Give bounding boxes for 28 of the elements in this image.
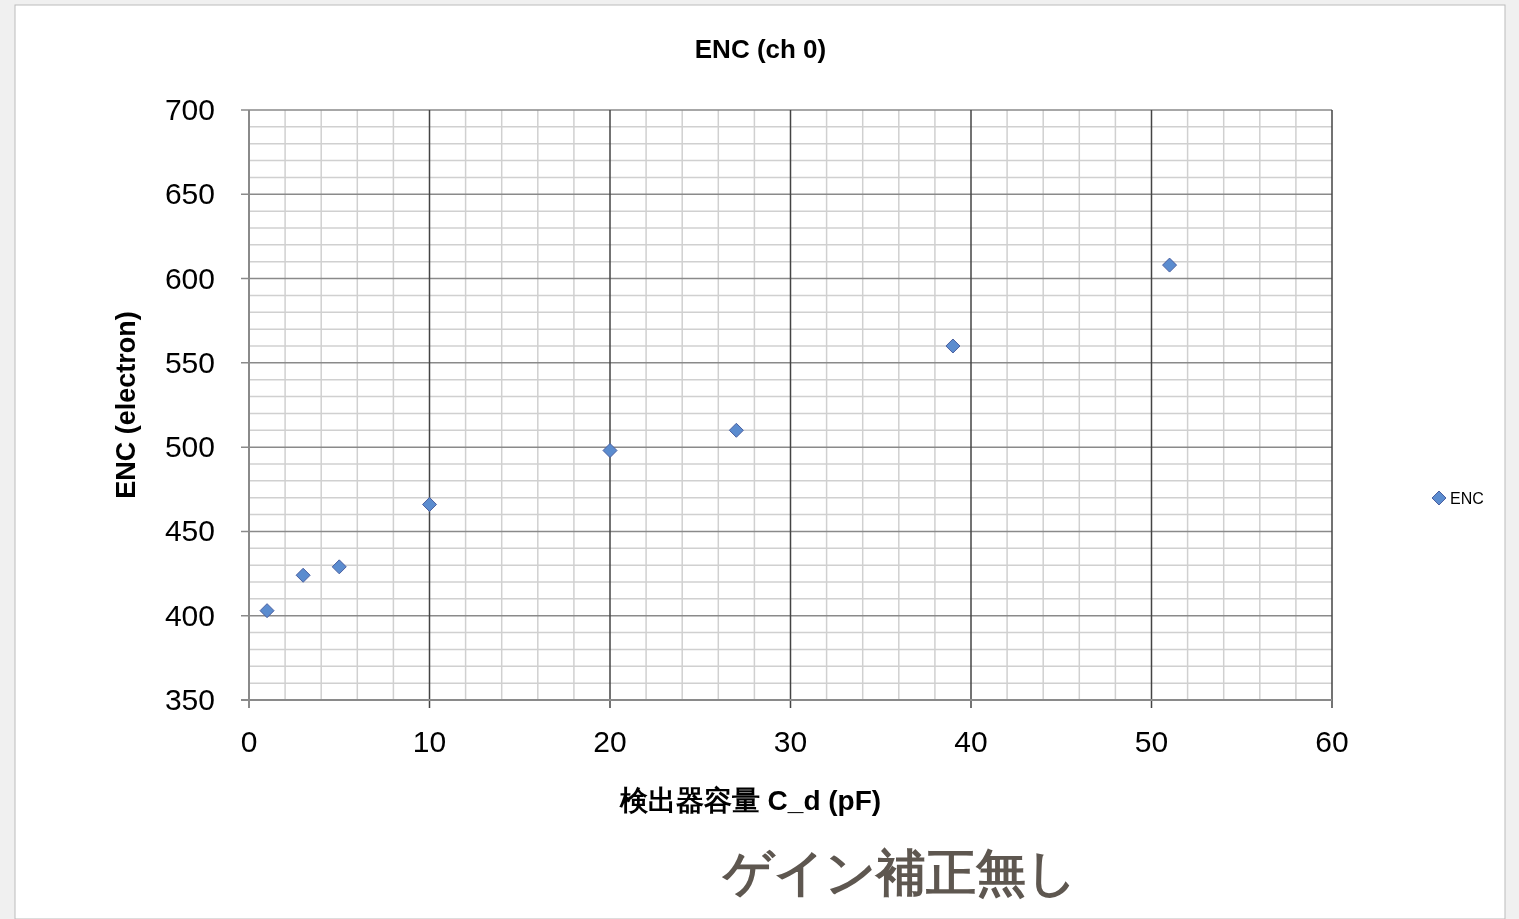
point	[422, 496, 437, 512]
x-tick-label: 30	[773, 725, 808, 758]
point	[331, 559, 347, 575]
x-tick-label: 10	[412, 725, 447, 758]
x-axis-title: 検出器容量 C_d (pF)	[618, 785, 882, 816]
point	[1162, 257, 1178, 273]
point	[295, 567, 311, 583]
point	[728, 422, 744, 438]
y-tick-label: 450	[164, 514, 215, 548]
point	[945, 338, 961, 354]
legend-label: ENC	[1450, 490, 1484, 507]
x-tick-label: 50	[1134, 725, 1169, 758]
point	[602, 443, 618, 459]
y-tick-label: 650	[164, 177, 215, 211]
x-tick-label: 40	[954, 725, 988, 758]
x-tick-label: 20	[593, 725, 627, 758]
y-tick-label: 500	[164, 430, 215, 464]
x-tick-label: 60	[1315, 725, 1349, 758]
y-tick-label: 350	[164, 683, 215, 716]
text: ゲイン補正無し	[721, 843, 1077, 902]
y-tick-label: 400	[164, 598, 215, 632]
y-tick-label: 550	[164, 345, 215, 379]
chart-title: ENC (ch 0)	[694, 34, 827, 64]
y-tick-label: 600	[164, 261, 215, 295]
x-tick-label: 0	[240, 725, 258, 758]
point	[259, 603, 275, 619]
y-axis-title: ENC (electron)	[111, 311, 141, 499]
y-tick-label: 700	[164, 93, 215, 126]
